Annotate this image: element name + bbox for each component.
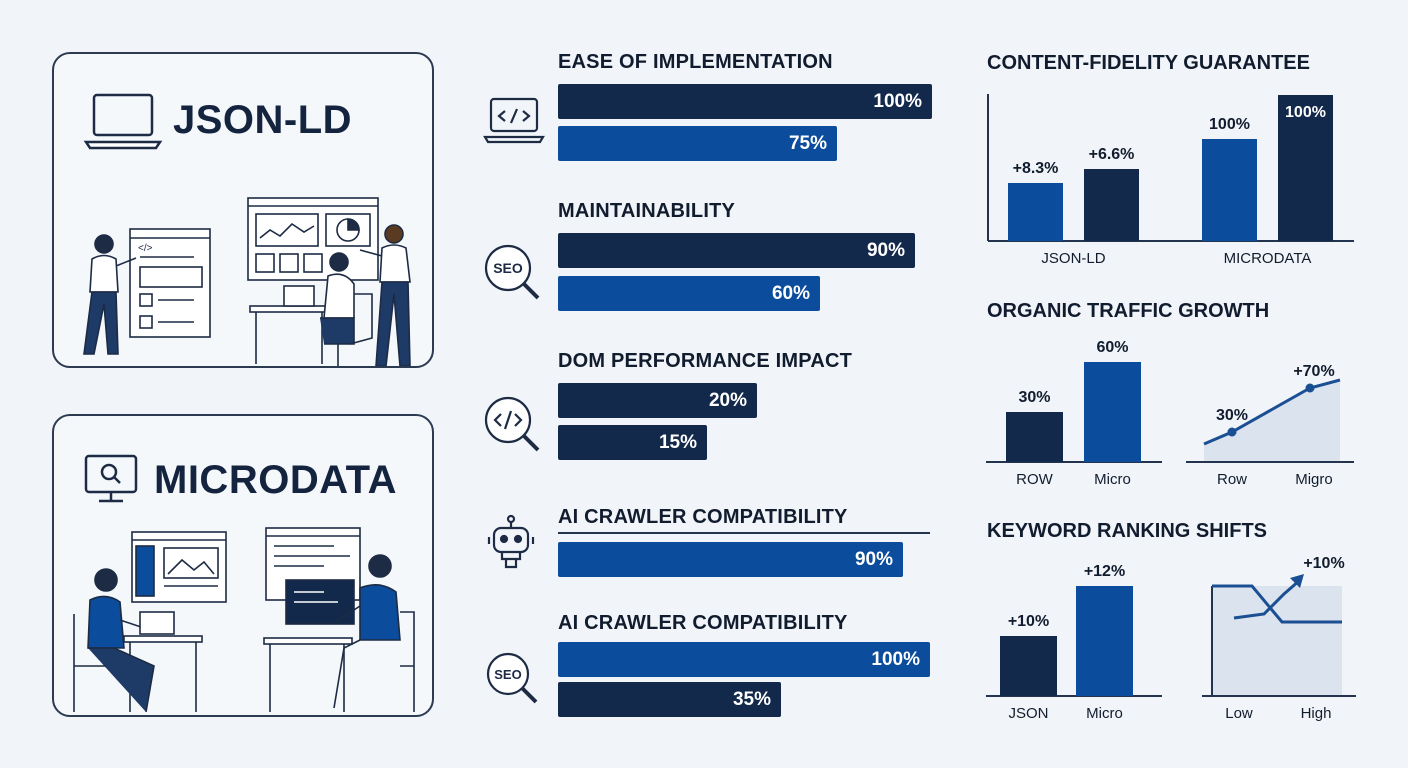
bar-ease-json-ld: 100% <box>558 84 932 119</box>
bar-dom-json-ld: 20% <box>558 383 757 418</box>
data-label: 30% <box>1216 407 1248 424</box>
data-label: +8.3% <box>1013 160 1059 177</box>
bar <box>1084 169 1139 241</box>
seo-magnifier-icon: SEO <box>486 652 538 704</box>
bar <box>1076 586 1133 696</box>
seo-icon-text: SEO <box>493 260 523 276</box>
tick-label: Low <box>1225 705 1253 722</box>
bar-label: 35% <box>732 688 771 710</box>
data-point <box>1305 383 1315 393</box>
title-underline <box>558 532 930 534</box>
seo-magnifier-icon: SEO <box>484 244 540 300</box>
microdata-title: MICRODATA <box>154 458 397 502</box>
metric-title-ai-crawler-2: AI CRAWLER COMPATIBILITY <box>558 612 848 634</box>
json-ld-illustration: </> <box>83 93 411 366</box>
keyword-charts: +10% JSON +12% Micro +10% Low High <box>986 555 1356 722</box>
data-label: +6.6% <box>1089 146 1135 163</box>
series-line <box>1212 584 1342 624</box>
robot-icon <box>487 514 535 569</box>
arrow-head-icon <box>1290 574 1304 588</box>
person-presenting-illustration <box>359 224 411 366</box>
person-standing-illustration <box>83 234 137 355</box>
seated-man-illustration <box>263 554 415 712</box>
series-line <box>1233 578 1301 620</box>
bar-label: 100% <box>871 648 920 670</box>
bar-dom-microdata: 15% <box>558 425 707 460</box>
data-label: 60% <box>1096 339 1128 356</box>
data-point <box>1227 427 1237 437</box>
tick-label: JSON-LD <box>1041 250 1105 267</box>
bar <box>1278 95 1333 241</box>
metric-title-ai-crawler-1: AI CRAWLER COMPATIBILITY <box>558 506 848 528</box>
series-line <box>1203 378 1341 446</box>
seo-icon-text: SEO <box>494 667 521 682</box>
bar-label: 90% <box>854 548 893 570</box>
data-label: +70% <box>1293 363 1334 380</box>
seated-woman-illustration <box>73 568 203 713</box>
data-label: +10% <box>1303 555 1344 572</box>
desk-worker-illustration <box>249 252 373 366</box>
svg-text:</>: </> <box>138 243 153 254</box>
data-label: +12% <box>1084 563 1125 580</box>
laptop-code-icon <box>83 93 163 150</box>
metric-title-dom: DOM PERFORMANCE IMPACT <box>558 350 853 372</box>
dashboard-panel-illustration <box>247 197 379 281</box>
bar-ai-crawler-2-microdata: 35% <box>558 682 781 717</box>
json-ld-title: JSON-LD <box>173 98 353 142</box>
bar <box>1008 183 1063 241</box>
data-label: 100% <box>1285 104 1326 121</box>
tick-label: JSON <box>1008 705 1048 722</box>
image-panel-illustration <box>131 531 227 603</box>
bar-ai-crawler-2-json-ld: 100% <box>558 642 930 677</box>
data-label: 30% <box>1018 389 1050 406</box>
bar <box>1202 139 1257 241</box>
tick-label: Row <box>1217 471 1247 488</box>
laptop-code-icon <box>483 97 545 144</box>
traffic-chart-title: ORGANIC TRAFFIC GROWTH <box>987 300 1270 322</box>
metric-title-ease: EASE OF IMPLEMENTATION <box>558 51 833 73</box>
plot-area <box>1212 586 1342 696</box>
bar-label: 15% <box>658 431 697 453</box>
data-label: 100% <box>1209 116 1250 133</box>
microdata-illustration <box>73 454 415 713</box>
tick-label: Micro <box>1086 705 1123 722</box>
bar <box>1084 362 1141 462</box>
bar-maintainability-microdata: 60% <box>558 276 820 311</box>
tick-label: Migro <box>1295 471 1333 488</box>
bar <box>1000 636 1057 696</box>
bar-ai-crawler-1: 90% <box>558 542 903 577</box>
fidelity-chart-title: CONTENT-FIDELITY GUARANTEE <box>987 52 1310 74</box>
microdata-card: MICRODATA <box>52 414 434 717</box>
monitor-search-icon <box>84 454 138 503</box>
code-magnifier-icon <box>484 396 540 452</box>
bar-label: 75% <box>788 132 827 154</box>
bar-label: 90% <box>866 239 905 261</box>
bar-maintainability-json-ld: 90% <box>558 233 915 268</box>
tick-label: ROW <box>1016 471 1054 488</box>
json-ld-card: </> <box>52 52 434 368</box>
tick-label: MICRODATA <box>1224 250 1312 267</box>
tick-label: Micro <box>1094 471 1131 488</box>
metric-title-maintainability: MAINTAINABILITY <box>558 200 736 222</box>
bar-ease-microdata: 75% <box>558 126 837 161</box>
keyword-chart-title: KEYWORD RANKING SHIFTS <box>987 520 1267 542</box>
bar-label: 20% <box>708 389 747 411</box>
data-label: +10% <box>1008 613 1049 630</box>
tick-label: High <box>1301 705 1332 722</box>
bar-label: 60% <box>771 282 810 304</box>
fidelity-chart: +8.3% +6.6% JSON-LD 100% 100% MICRODATA <box>987 94 1354 267</box>
area-fill <box>1204 380 1340 462</box>
bar-label: 100% <box>873 90 922 112</box>
code-editor-panel-illustration <box>265 527 361 625</box>
code-panel-illustration: </> <box>129 228 211 338</box>
bar <box>1006 412 1063 462</box>
traffic-charts: 30% ROW 60% Micro 30% Row +70% Migro <box>986 339 1354 488</box>
